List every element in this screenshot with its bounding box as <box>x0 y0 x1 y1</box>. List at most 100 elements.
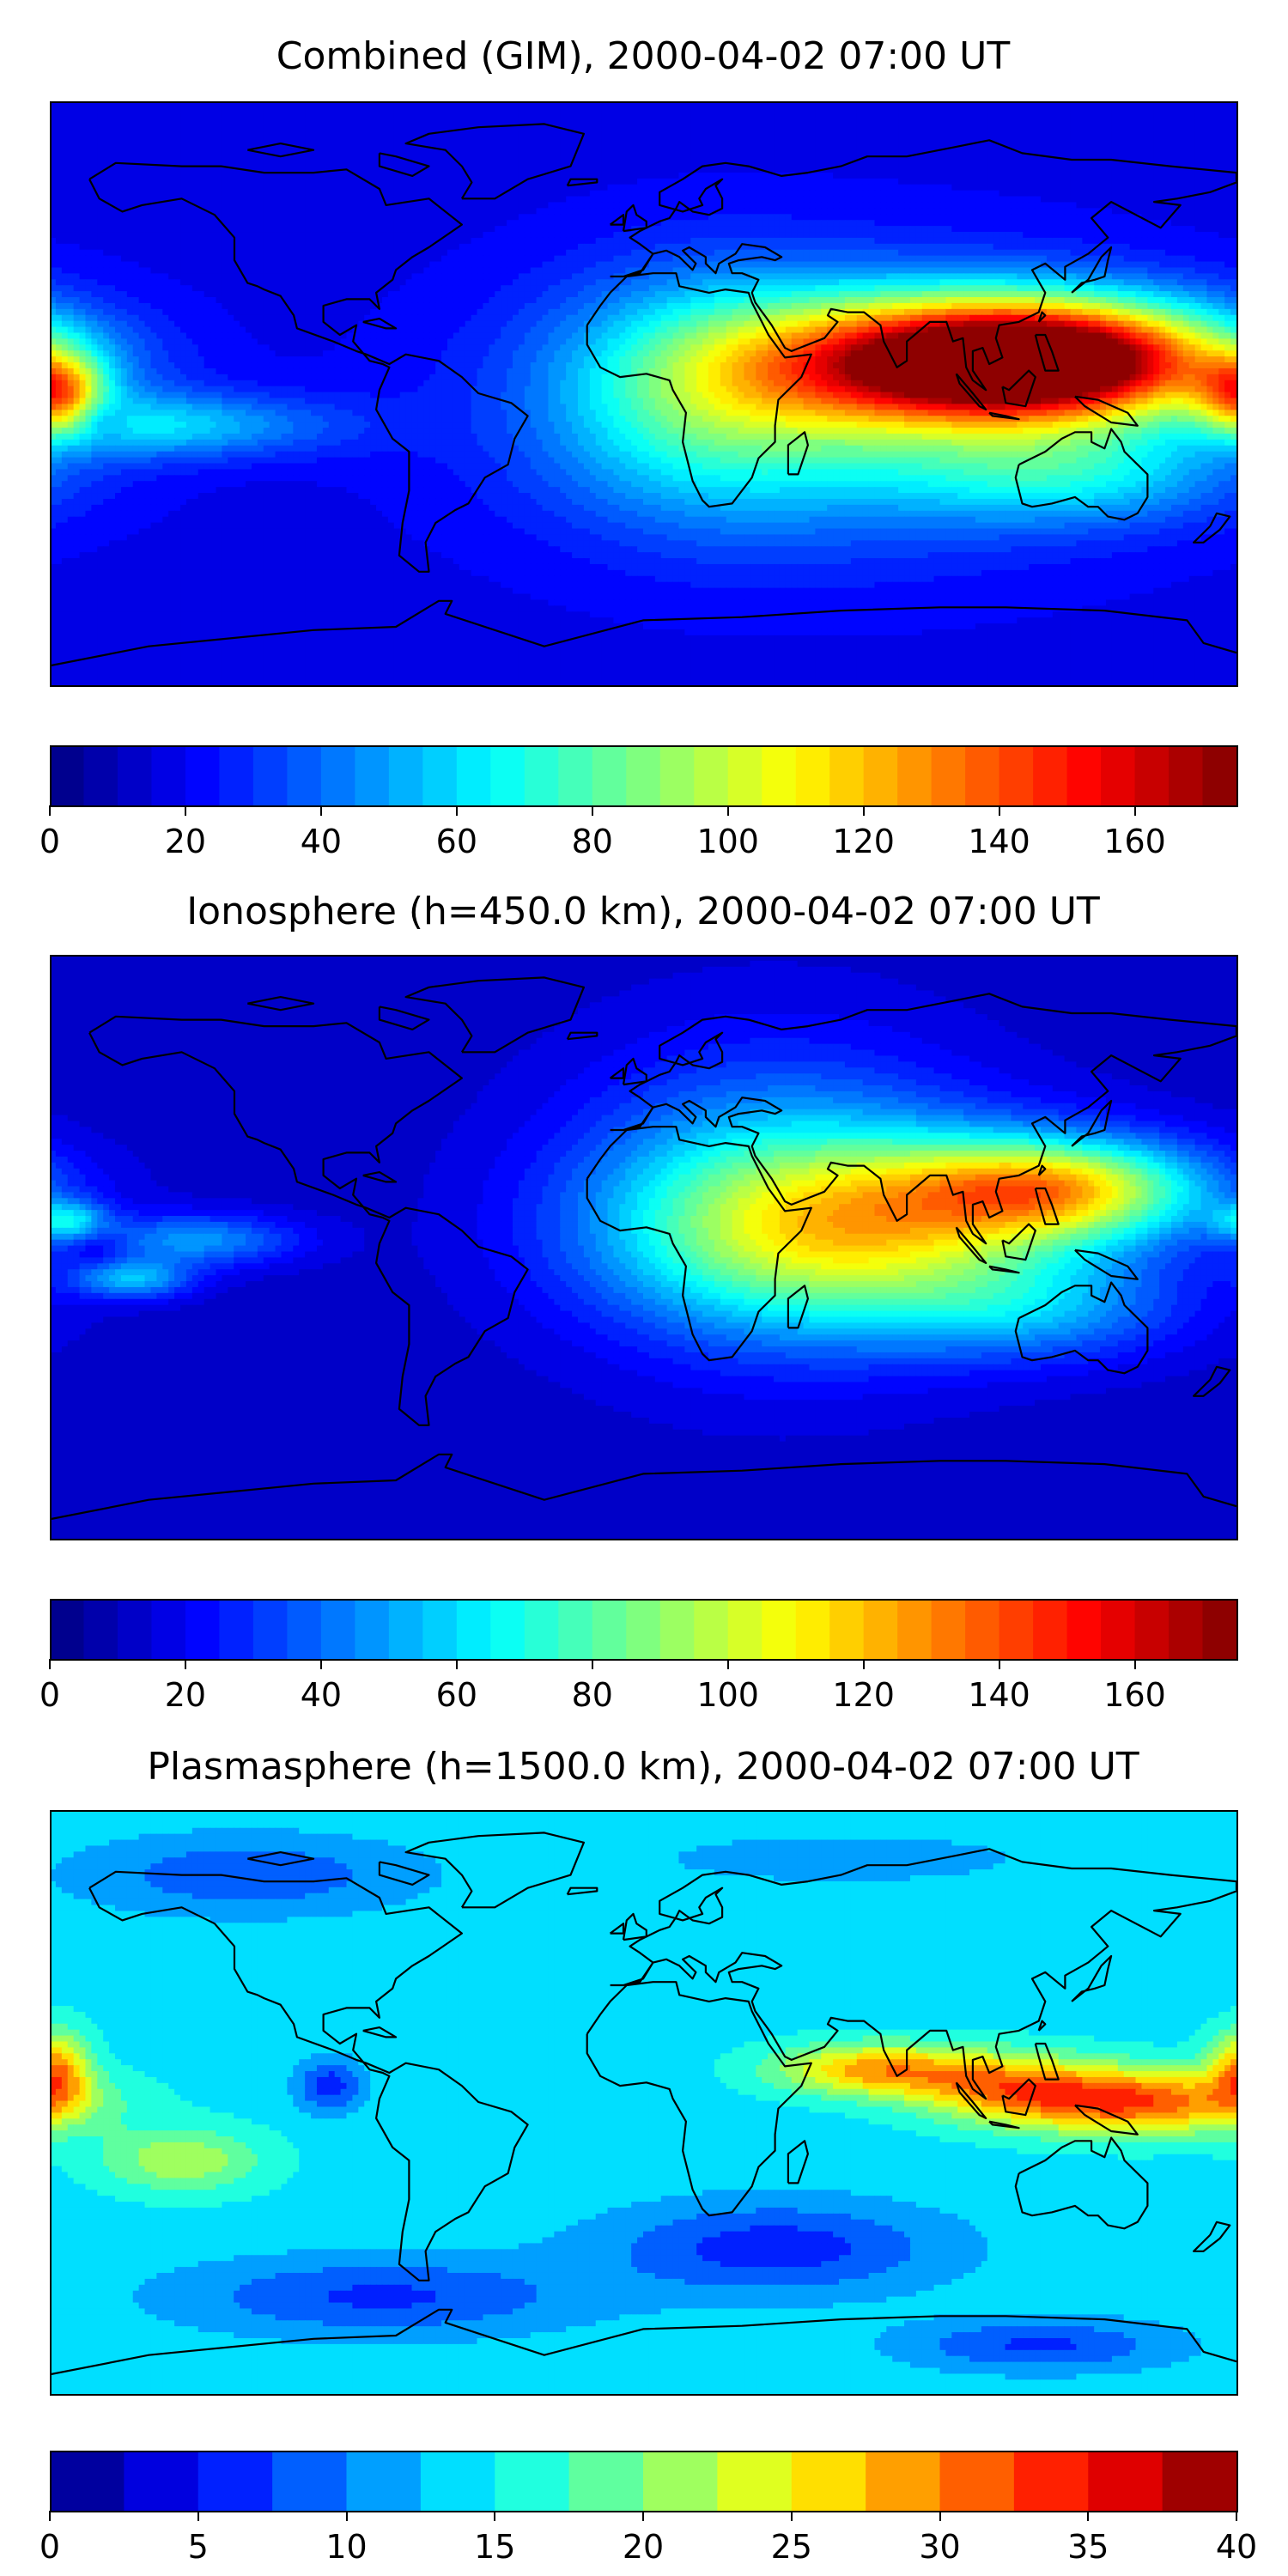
tick-label: 5 <box>147 2528 250 2566</box>
coastline-13 <box>1074 1249 1139 1280</box>
colorbar-band <box>659 745 695 805</box>
tick-mark <box>1236 2511 1237 2521</box>
colorbar-band <box>829 745 865 805</box>
tick-mark <box>642 2511 644 2521</box>
coastline-6 <box>50 599 1236 667</box>
heatmap-2 <box>50 955 1236 1539</box>
colorbar-band <box>117 745 152 805</box>
heatmap-cells <box>50 101 1236 685</box>
colorbar-band <box>151 1599 186 1659</box>
map-panel-2 <box>50 955 1236 1539</box>
coastline-11 <box>988 1265 1020 1274</box>
chart-title-1: Combined (GIM), 2000-04-02 07:00 UT <box>50 34 1236 78</box>
colorbar-bands-1 <box>50 745 1237 805</box>
colorbar-band <box>252 745 288 805</box>
tick-label: 80 <box>541 1676 644 1714</box>
coastline-19 <box>378 1861 430 1886</box>
coastline-4 <box>1014 1281 1149 1375</box>
coastline-11 <box>988 411 1020 421</box>
heatmap-cells <box>50 955 1236 1539</box>
colorbar-band <box>1134 745 1170 805</box>
coastline-7 <box>622 1912 647 1941</box>
colorbar-band <box>829 1599 865 1659</box>
tick-mark <box>345 2511 348 2521</box>
tick-label: 120 <box>812 823 915 860</box>
coastline-1 <box>404 1832 586 1909</box>
colorbar-band <box>197 2451 273 2511</box>
colorbar-band <box>1066 745 1102 805</box>
colorbar-band <box>355 1599 390 1659</box>
coastline-5 <box>787 2140 810 2184</box>
colorbar-band <box>727 745 762 805</box>
coastline-5 <box>787 431 810 476</box>
tick-label: 0 <box>0 1676 101 1714</box>
tick-label: 140 <box>948 1676 1051 1714</box>
colorbar-frame-3 <box>50 2451 1238 2512</box>
colorbar-band <box>185 1599 220 1659</box>
tick-mark <box>790 2511 793 2521</box>
coastline-3 <box>586 1126 812 1362</box>
colorbar-band <box>1101 745 1136 805</box>
colorbar-band <box>355 745 390 805</box>
colorbar-band <box>287 1599 322 1659</box>
colorbar-band <box>965 1599 1000 1659</box>
tick-mark <box>494 2511 496 2521</box>
coastline-13 <box>1074 2104 1139 2136</box>
colorbar-band <box>931 745 966 805</box>
colorbar-band <box>524 1599 559 1659</box>
coastline-3 <box>586 272 812 508</box>
colorbar-band <box>939 2451 1015 2511</box>
colorbar-band <box>346 2451 422 2511</box>
tick-mark <box>726 805 729 816</box>
tick-label: 0 <box>0 823 101 860</box>
colorbar-band <box>422 745 458 805</box>
colorbar-band <box>50 2451 125 2511</box>
coastline-2 <box>610 993 1236 1245</box>
coastline-20 <box>247 995 315 1012</box>
tick-label: 20 <box>134 823 237 860</box>
tick-label: 60 <box>405 1676 508 1714</box>
coastline-9 <box>1071 1099 1113 1147</box>
coastline-17 <box>566 178 598 187</box>
colorbar-band <box>897 745 933 805</box>
tick-label: 10 <box>295 2528 398 2566</box>
coastline-16 <box>362 318 398 330</box>
colorbar-band <box>1134 1599 1170 1659</box>
colorbar-band <box>456 1599 491 1659</box>
colorbar-band <box>490 1599 526 1659</box>
coastline-6 <box>50 2308 1236 2376</box>
coastline-9 <box>1071 246 1113 294</box>
colorbar-band <box>762 745 797 805</box>
heatmap-1 <box>50 101 1236 685</box>
colorbar-band <box>558 1599 593 1659</box>
colorbar-band <box>863 1599 898 1659</box>
colorbar-band <box>50 745 84 805</box>
map-frame-2 <box>50 955 1238 1540</box>
tick-label: 0 <box>0 2528 101 2566</box>
tick-mark <box>1087 2511 1090 2521</box>
tick-mark <box>939 2511 941 2521</box>
coastline-11 <box>988 2120 1020 2129</box>
tick-mark <box>1133 1659 1136 1669</box>
coastline-2 <box>610 139 1236 392</box>
coastline-15 <box>1037 2020 1047 2032</box>
colorbar-band <box>568 2451 644 2511</box>
colorbar-frame-1 <box>50 745 1238 807</box>
colorbar-band <box>495 2451 570 2511</box>
colorbar-band <box>1033 1599 1068 1659</box>
coastline-6 <box>50 1453 1236 1521</box>
colorbar-band <box>287 745 322 805</box>
coastline-10 <box>955 373 987 410</box>
coastline-16 <box>362 1171 398 1183</box>
colorbar-band <box>422 1599 458 1659</box>
colorbar-band <box>897 1599 933 1659</box>
coastline-20 <box>247 1850 315 1867</box>
tick-label: 20 <box>592 2528 695 2566</box>
tick-mark <box>184 805 186 816</box>
coastline-14 <box>1034 333 1060 372</box>
colorbar-frame-2 <box>50 1599 1238 1661</box>
tick-mark <box>197 2511 199 2521</box>
tick-mark <box>455 805 458 816</box>
colorbar-band <box>659 1599 695 1659</box>
colorbar-band <box>420 2451 495 2511</box>
